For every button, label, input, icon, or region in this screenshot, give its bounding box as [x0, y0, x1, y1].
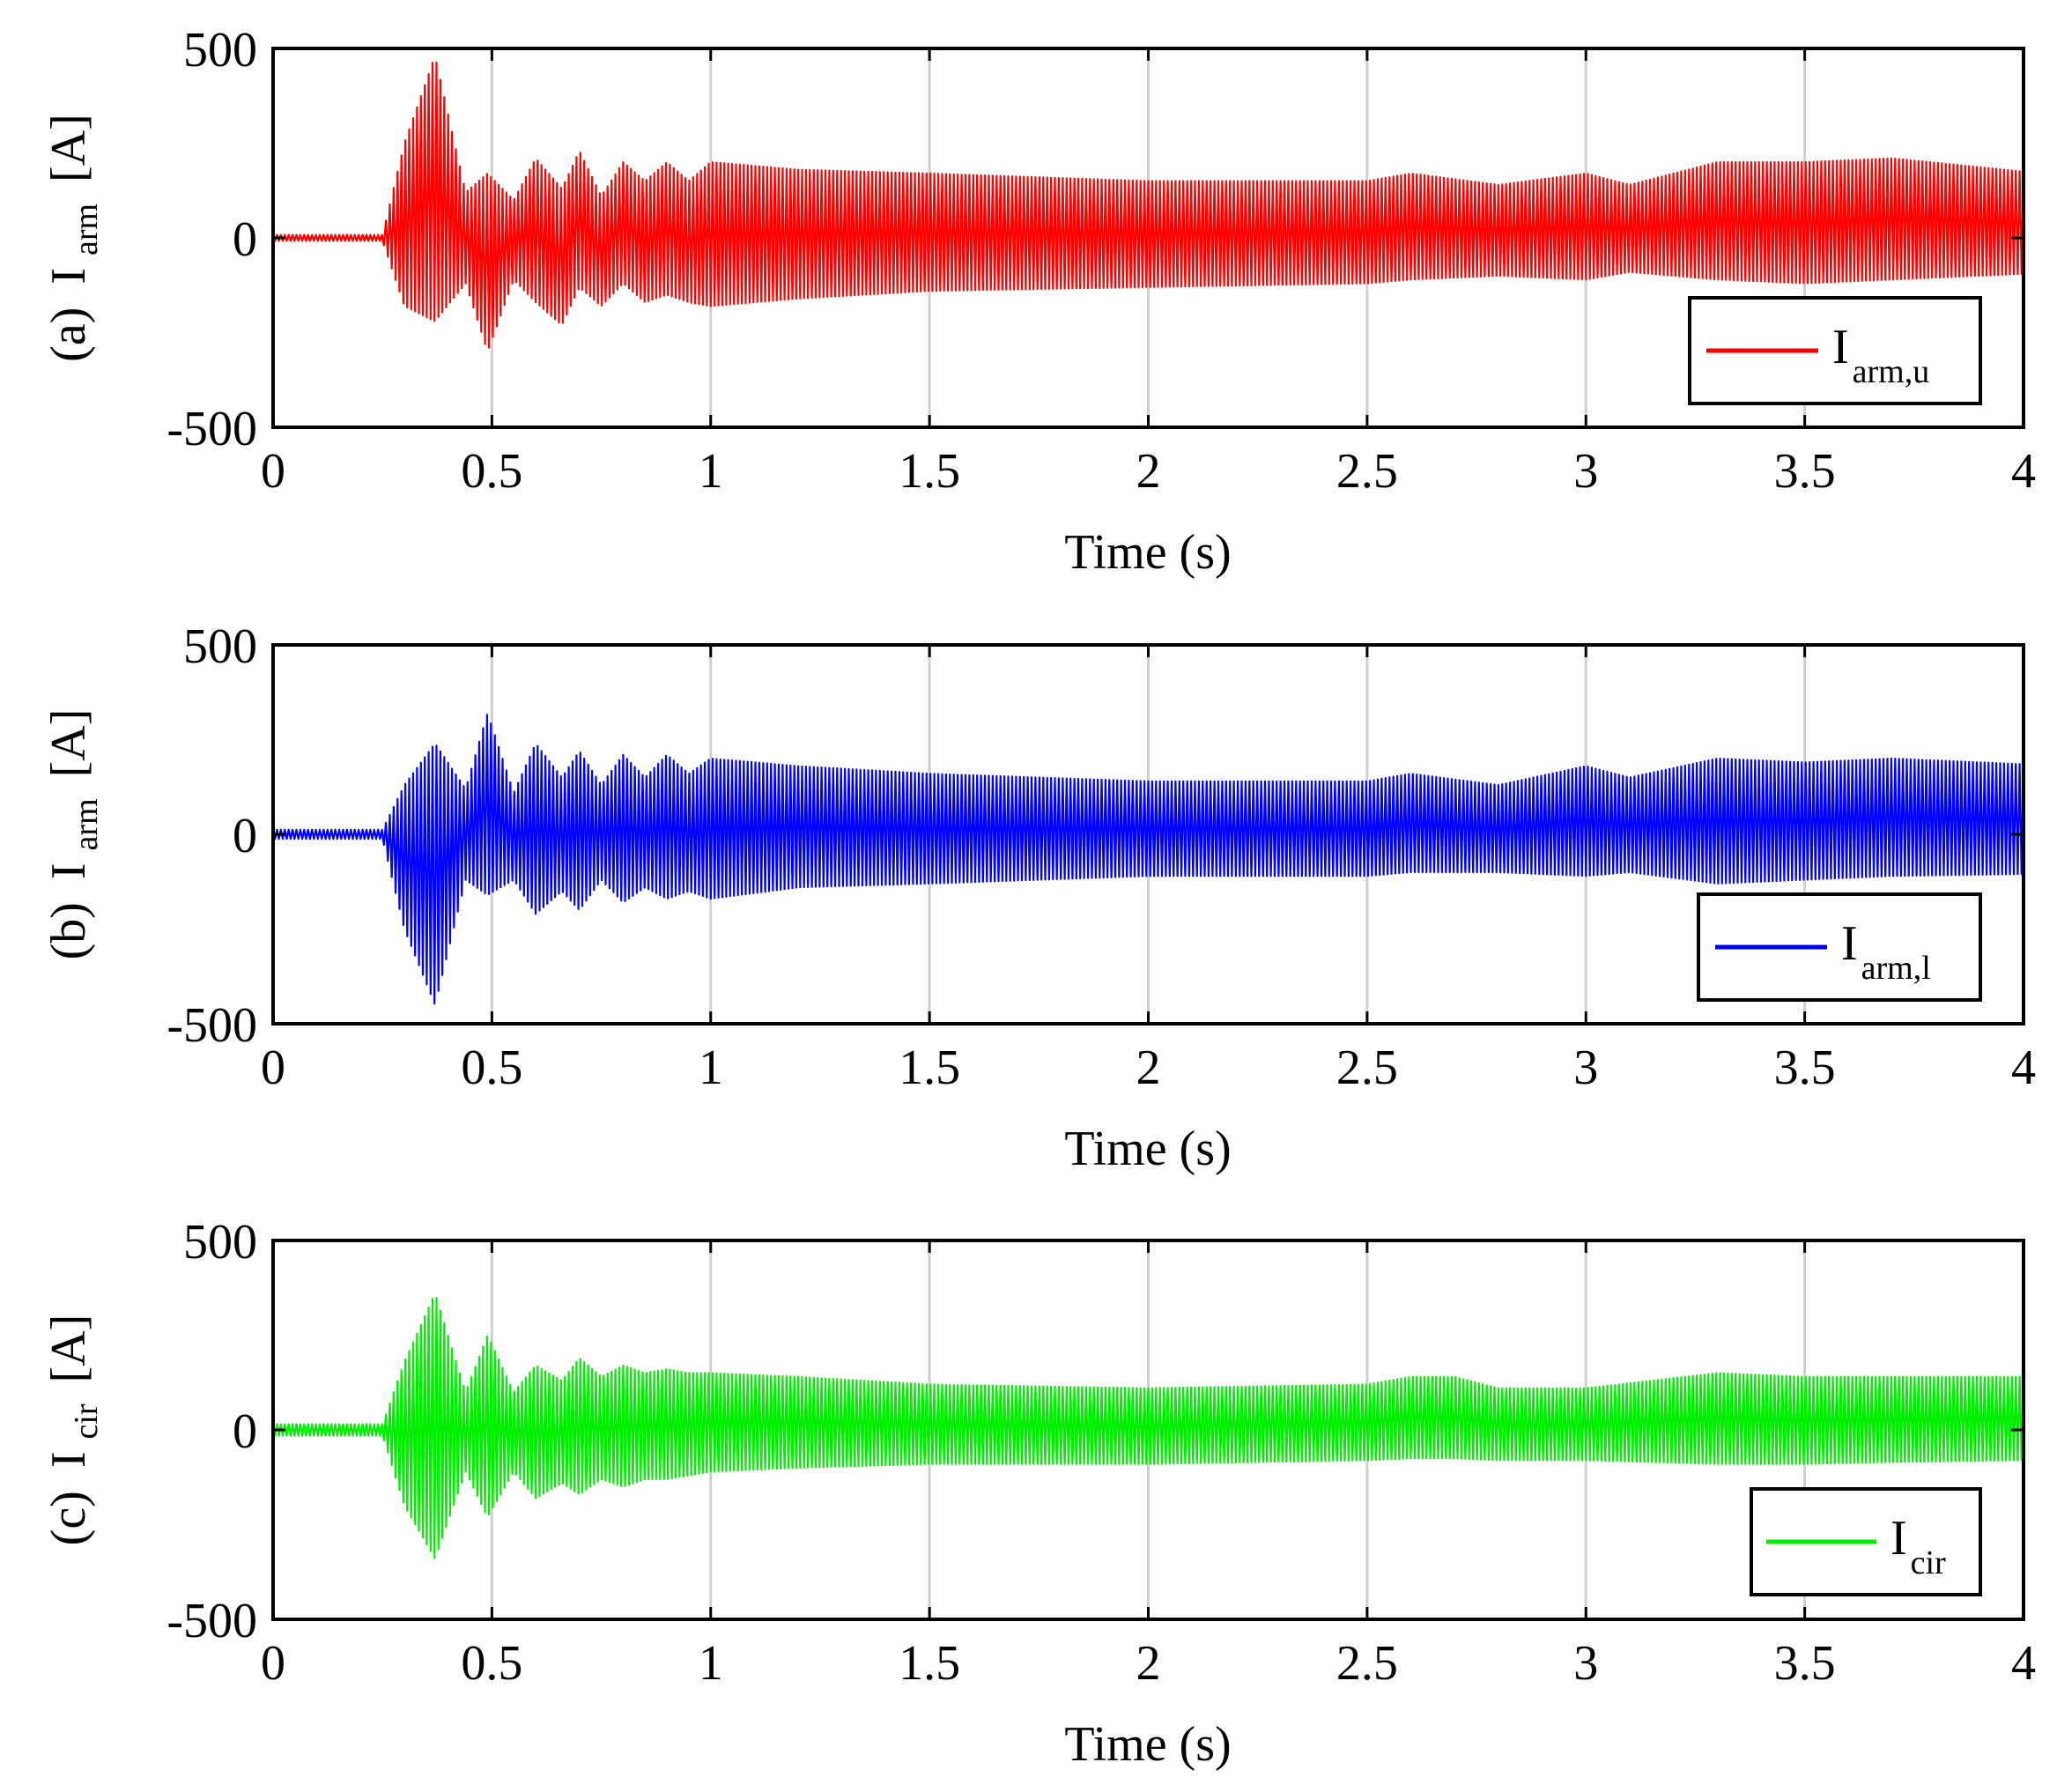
panel-c-ytick-label: 0: [233, 1404, 257, 1459]
panel-c-ytick-label: 500: [183, 1215, 257, 1270]
panel-c-xtick-label: 1: [699, 1636, 723, 1691]
panel-b-xtick-label: 0: [261, 1040, 285, 1095]
panel-c-signal: [271, 1297, 2025, 1559]
panel-a-ytick-label: 0: [233, 212, 257, 267]
panel-b-ylabel-tag: (b): [41, 902, 96, 959]
panel-a-ylabel-tag: (a): [41, 307, 96, 362]
panel-a-legend-label: I arm,u: [1832, 320, 1929, 390]
panel-a-ytick-label: 500: [183, 23, 257, 78]
panel-a-xtick-label: 1: [699, 444, 723, 499]
panel-a-legend-main: I: [1832, 320, 1849, 374]
panel-c-xtick-label: 1.5: [899, 1636, 960, 1691]
panel-a-signal: [271, 61, 2025, 349]
panel-a-ytick-label: -500: [166, 402, 257, 456]
panel-a-xtick-label: 3.5: [1774, 444, 1836, 499]
panel-a-xtick-label: 4: [2011, 444, 2036, 499]
panel-b-legend: I arm,l: [1697, 892, 1982, 1002]
panel-b-xtick-label: 0.5: [461, 1040, 522, 1095]
panel-c-series-line: [271, 1297, 2025, 1559]
panel-a-xlabel: Time (s): [1064, 525, 1231, 580]
panel-a-ylabel-sub: arm: [68, 204, 105, 255]
panel-c-ytick-label: -500: [166, 1594, 257, 1648]
panel-b-legend-sub: arm,l: [1861, 950, 1931, 987]
panel-b-xtick-label: 3: [1573, 1040, 1598, 1095]
panel-c-xtick-label: 3.5: [1774, 1636, 1836, 1691]
panel-a-legend-sub: arm,u: [1853, 353, 1930, 390]
panel-b-xtick-label: 1.5: [899, 1040, 960, 1095]
panel-b-ytick-label: -500: [166, 998, 257, 1053]
panel-b-ylabel-sub: arm: [68, 798, 105, 850]
panel-c-legend: I cir: [1750, 1487, 1982, 1596]
panel-c-legend-main: I: [1891, 1511, 1907, 1566]
panel-a-xtick-label: 3: [1573, 444, 1598, 499]
panel-c-ylabel-sub: cir: [68, 1403, 105, 1439]
panel-c-ylabel-main: I: [41, 1452, 96, 1469]
panel-a-xtick-label: 1.5: [899, 444, 960, 499]
panel-c-legend-sub: cir: [1911, 1544, 1946, 1581]
panel-c-ylabel: (c) I cir [A]: [41, 1314, 108, 1546]
panel-c-xtick-label: 0.5: [461, 1636, 522, 1691]
panel-c-xtick-label: 3: [1573, 1636, 1598, 1691]
panel-b-xtick-label: 1: [699, 1040, 723, 1095]
panel-b-ytick-label: 500: [183, 619, 257, 674]
panel-a-legend: I arm,u: [1688, 296, 1982, 405]
panel-a-ylabel-main: I: [41, 268, 96, 285]
panel-a-ylabel: (a) I arm [A]: [41, 114, 108, 362]
panel-c-xtick-label: 2.5: [1336, 1636, 1398, 1691]
panel-a-xtick-label: 2.5: [1336, 444, 1398, 499]
panel-b-legend-label: I arm,l: [1841, 916, 1931, 987]
panel-a-xtick-label: 0: [261, 444, 285, 499]
panel-b-xtick-label: 2: [1136, 1040, 1161, 1095]
panel-b-xtick-label: 2.5: [1336, 1040, 1398, 1095]
panel-c-xtick-label: 4: [2011, 1636, 2036, 1691]
panel-b-xtick-label: 4: [2011, 1040, 2036, 1095]
panel-c-ylabel-tag: (c): [41, 1491, 96, 1545]
panel-c-xtick-label: 2: [1136, 1636, 1161, 1691]
panel-b-xtick-label: 3.5: [1774, 1040, 1836, 1095]
panel-b-ytick-label: 0: [233, 809, 257, 863]
panel-c-xtick-label: 0: [261, 1636, 285, 1691]
panel-a-ylabel-unit: [A]: [41, 114, 96, 182]
panel-b-series-line: [271, 714, 2025, 1005]
panel-b-signal: [271, 714, 2025, 1005]
panel-b-legend-main: I: [1841, 916, 1858, 971]
panel-c-xlabel: Time (s): [1064, 1717, 1231, 1772]
panel-b-ylabel-main: I: [41, 863, 96, 879]
panel-a-xtick-label: 2: [1136, 444, 1161, 499]
panel-b-ylabel-unit: [A]: [41, 709, 96, 778]
panel-b-xlabel: Time (s): [1064, 1122, 1231, 1176]
panel-a-series-line: [271, 61, 2025, 349]
panel-c-ylabel-unit: [A]: [41, 1314, 96, 1383]
panel-b-ylabel: (b) I arm [A]: [41, 709, 108, 960]
panel-c-legend-label: I cir: [1891, 1511, 1946, 1581]
panel-a-xtick-label: 0.5: [461, 444, 522, 499]
